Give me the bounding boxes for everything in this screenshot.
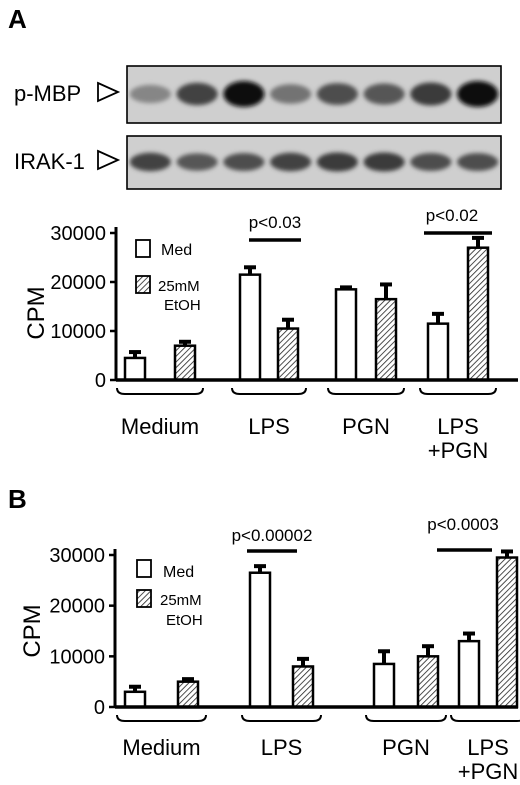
bar-med xyxy=(334,288,358,382)
category-bracket xyxy=(231,387,307,395)
y-axis-label: CPM xyxy=(23,286,50,339)
lane-arrow-icon xyxy=(97,81,121,103)
y-tick-label: 30000 xyxy=(49,545,105,567)
blot-band xyxy=(410,82,452,106)
category-label: LPS xyxy=(467,735,509,760)
bar-etoh xyxy=(495,556,519,709)
y-tick-label: 0 xyxy=(94,697,105,719)
category-bracket xyxy=(327,387,405,395)
bar-etoh xyxy=(291,665,315,709)
blot-p-mbp: p-MBP xyxy=(14,65,502,124)
category-label: LPS xyxy=(248,414,290,439)
lane-arrow-icon xyxy=(97,149,121,171)
category-label: LPS xyxy=(261,735,303,760)
bar-etoh xyxy=(173,344,197,382)
category-label: LPS xyxy=(437,414,479,439)
legend-label-med: Med xyxy=(161,242,192,259)
y-tick-label: 10000 xyxy=(50,321,106,343)
category-bracket xyxy=(419,387,497,395)
blot-bands-p-mbp xyxy=(129,81,499,107)
legend: Med 25mM EtOH xyxy=(136,559,203,629)
category-label: PGN xyxy=(382,735,430,760)
bar-etoh xyxy=(176,680,200,709)
category-bracket xyxy=(365,714,447,722)
blot-band xyxy=(129,152,171,172)
legend-swatch-etoh xyxy=(135,275,151,294)
bar-med xyxy=(426,322,450,382)
blot-label-irak-1: IRAK-1 xyxy=(14,149,85,174)
significance-label: p<0.03 xyxy=(249,213,301,232)
category-bracket xyxy=(116,387,204,395)
y-tick-label: 20000 xyxy=(50,272,106,294)
category-label: PGN xyxy=(342,414,390,439)
blot-band xyxy=(457,153,499,171)
bar-etoh xyxy=(276,327,300,382)
blot-bands-irak-1 xyxy=(129,152,499,172)
legend: Med 25mM EtOH xyxy=(135,239,201,314)
category-bracket xyxy=(116,714,207,722)
blot-band xyxy=(223,81,265,107)
category-bracket xyxy=(241,714,322,722)
y-tick-label: 30000 xyxy=(50,223,106,245)
blot-band xyxy=(457,81,499,107)
blot-band xyxy=(363,83,405,105)
bar-etoh xyxy=(416,655,440,709)
y-tick-label: 20000 xyxy=(49,596,105,618)
category-label: Medium xyxy=(122,735,200,760)
legend-label-etoh-line2: EtOH xyxy=(166,612,203,629)
legend-label-etoh-line2: EtOH xyxy=(164,297,201,314)
y-axis-label: CPM xyxy=(19,604,46,657)
legend-swatch-med xyxy=(135,239,151,258)
blot-band xyxy=(316,83,358,105)
legend-label-etoh-line1: 25mM xyxy=(158,278,200,295)
blot-irak-1: IRAK-1 xyxy=(14,135,502,190)
category-label: Medium xyxy=(121,414,199,439)
blot-band xyxy=(363,152,405,172)
panel-label-a: A xyxy=(8,4,27,34)
significance-label: p<0.00002 xyxy=(232,526,313,545)
blot-band xyxy=(270,84,312,104)
bar-med xyxy=(123,356,147,382)
blot-band xyxy=(316,152,358,172)
category-label: +PGN xyxy=(428,438,489,463)
bar-med xyxy=(248,571,272,709)
blot-label-p-mbp: p-MBP xyxy=(14,81,81,106)
blot-band xyxy=(176,82,218,106)
bar-etoh xyxy=(374,297,398,382)
legend-swatch-med xyxy=(136,559,152,578)
blot-band xyxy=(410,153,452,171)
y-tick-label: 0 xyxy=(95,370,106,392)
blot-band xyxy=(129,84,171,104)
significance-label: p<0.02 xyxy=(426,206,478,225)
legend-label-med: Med xyxy=(163,564,194,581)
panel-label-b: B xyxy=(8,484,27,514)
blot-band xyxy=(270,152,312,172)
legend-swatch-etoh xyxy=(136,589,152,608)
category-bracket xyxy=(450,714,520,722)
significance-label: p<0.0003 xyxy=(427,515,498,534)
legend-label-etoh-line1: 25mM xyxy=(160,592,202,609)
category-label: +PGN xyxy=(458,759,519,784)
bar-med xyxy=(123,690,147,709)
bar-med xyxy=(372,662,396,709)
bar-med xyxy=(238,273,262,382)
y-tick-label: 10000 xyxy=(49,646,105,668)
blot-band xyxy=(176,153,218,171)
bar-etoh xyxy=(466,246,490,382)
bar-med xyxy=(457,639,481,709)
blot-band xyxy=(223,153,265,171)
